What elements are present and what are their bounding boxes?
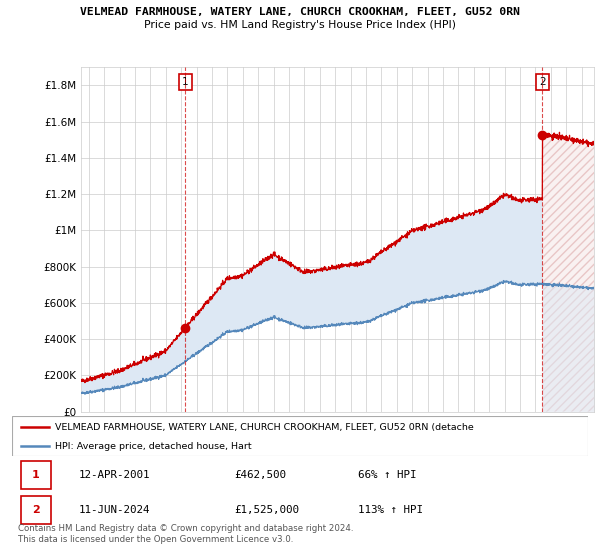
Text: 66% ↑ HPI: 66% ↑ HPI [358,470,416,480]
Text: HPI: Average price, detached house, Hart: HPI: Average price, detached house, Hart [55,442,252,451]
Text: 2: 2 [539,77,545,87]
Text: This data is licensed under the Open Government Licence v3.0.: This data is licensed under the Open Gov… [18,534,293,544]
Text: Price paid vs. HM Land Registry's House Price Index (HPI): Price paid vs. HM Land Registry's House … [144,20,456,30]
Text: £1,525,000: £1,525,000 [234,505,299,515]
FancyBboxPatch shape [20,496,50,524]
FancyBboxPatch shape [20,461,50,489]
Text: 113% ↑ HPI: 113% ↑ HPI [358,505,422,515]
Text: VELMEAD FARMHOUSE, WATERY LANE, CHURCH CROOKHAM, FLEET, GU52 0RN: VELMEAD FARMHOUSE, WATERY LANE, CHURCH C… [80,7,520,17]
FancyBboxPatch shape [12,416,588,456]
Text: 1: 1 [32,470,40,480]
Text: 1: 1 [182,77,189,87]
Text: £462,500: £462,500 [234,470,286,480]
Text: Contains HM Land Registry data © Crown copyright and database right 2024.: Contains HM Land Registry data © Crown c… [18,524,353,533]
Text: 2: 2 [32,505,40,515]
Text: 12-APR-2001: 12-APR-2001 [78,470,150,480]
Text: VELMEAD FARMHOUSE, WATERY LANE, CHURCH CROOKHAM, FLEET, GU52 0RN (detache: VELMEAD FARMHOUSE, WATERY LANE, CHURCH C… [55,423,474,432]
Text: 11-JUN-2024: 11-JUN-2024 [78,505,150,515]
